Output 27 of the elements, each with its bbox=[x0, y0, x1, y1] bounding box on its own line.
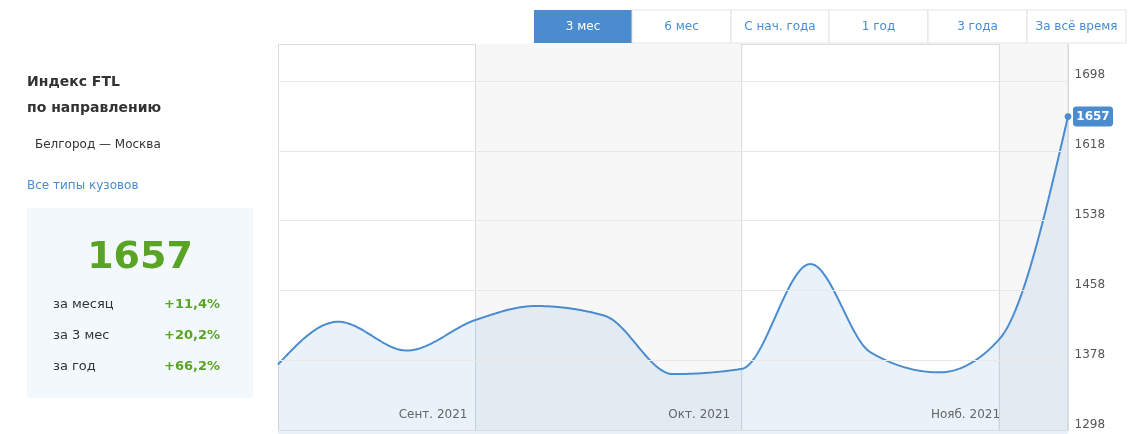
x-tick-label: Окт. 2021 bbox=[668, 406, 731, 421]
text: за месяц bbox=[53, 296, 114, 311]
text: +20,2% bbox=[164, 327, 220, 342]
text: С нач. года bbox=[744, 19, 816, 33]
text: за год bbox=[53, 358, 96, 373]
x-tick-label: Нояб. 2021 bbox=[930, 406, 1001, 421]
text: по направлению bbox=[27, 99, 162, 115]
y-tick-label: 1298 bbox=[1074, 416, 1106, 431]
text: За всё время bbox=[1035, 19, 1118, 33]
data-label: 1657 bbox=[1076, 109, 1110, 124]
text: 3 мес bbox=[565, 19, 601, 33]
text: +66,2% bbox=[164, 358, 220, 373]
y-tick-label: 1378 bbox=[1074, 346, 1106, 361]
text: +11,4% bbox=[164, 296, 220, 311]
y-tick-label: 1458 bbox=[1074, 276, 1106, 291]
y-tick-label: 1698 bbox=[1074, 67, 1106, 82]
text: 6 мес bbox=[664, 19, 699, 33]
text: Индекс FTL bbox=[27, 73, 120, 89]
text: за 3 мес bbox=[53, 327, 110, 342]
text: Белгород — Москва bbox=[35, 137, 161, 151]
text: 1657 bbox=[87, 233, 193, 277]
y-tick-label: 1538 bbox=[1074, 206, 1106, 221]
text: 1 год bbox=[861, 19, 896, 33]
y-tick-label: 1618 bbox=[1074, 137, 1106, 152]
x-tick-label: Сент. 2021 bbox=[398, 406, 468, 421]
text: 3 года bbox=[957, 19, 998, 33]
text: Все типы кузовов bbox=[27, 178, 139, 192]
